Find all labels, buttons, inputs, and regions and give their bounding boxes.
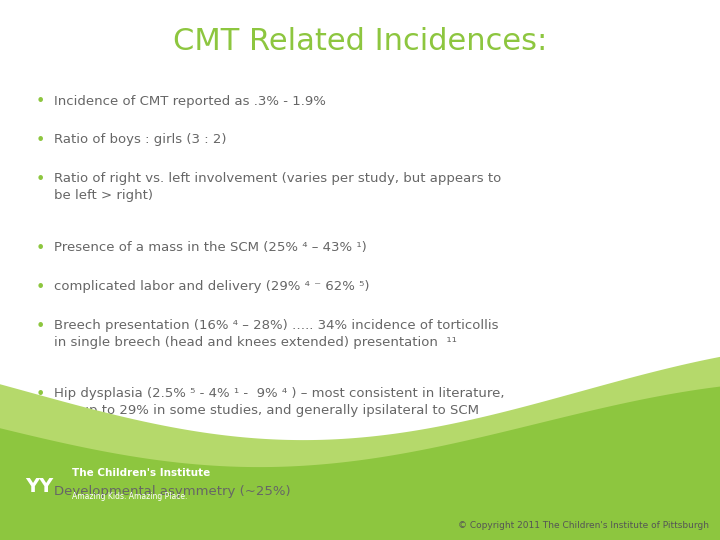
Text: YY: YY [25,476,53,496]
Polygon shape [0,357,720,467]
Polygon shape [0,384,720,540]
Text: •: • [36,319,45,334]
Text: Hip dysplasia (2.5% ⁵ - 4% ¹ -  9% ⁴ ) – most consistent in literature,
but up t: Hip dysplasia (2.5% ⁵ - 4% ¹ - 9% ⁴ ) – … [54,387,505,434]
Text: •: • [36,133,45,148]
Text: •: • [36,485,45,501]
Text: Presence of a mass in the SCM (25% ⁴ – 43% ¹): Presence of a mass in the SCM (25% ⁴ – 4… [54,241,366,254]
Text: Developmental asymmetry (~25%): Developmental asymmetry (~25%) [54,485,291,498]
Text: •: • [36,172,45,187]
Text: CMT Related Incidences:: CMT Related Incidences: [173,27,547,56]
Text: •: • [36,241,45,256]
Text: •: • [36,94,45,110]
Text: Breech presentation (16% ⁴ – 28%) ….. 34% incidence of torticollis
in single bre: Breech presentation (16% ⁴ – 28%) ….. 34… [54,319,498,349]
Text: © Copyright 2011 The Children's Institute of Pittsburgh: © Copyright 2011 The Children's Institut… [458,521,709,530]
Text: •: • [36,387,45,402]
Text: Amazing Kids. Amazing Place.: Amazing Kids. Amazing Place. [72,492,187,502]
Text: Ratio of right vs. left involvement (varies per study, but appears to
be left > : Ratio of right vs. left involvement (var… [54,172,501,202]
Text: Ratio of boys : girls (3 : 2): Ratio of boys : girls (3 : 2) [54,133,227,146]
Text: The Children's Institute: The Children's Institute [72,468,210,478]
Text: complicated labor and delivery (29% ⁴ ⁻ 62% ⁵): complicated labor and delivery (29% ⁴ ⁻ … [54,280,369,293]
Text: Incidence of CMT reported as .3% - 1.9%: Incidence of CMT reported as .3% - 1.9% [54,94,326,107]
Text: •: • [36,280,45,295]
